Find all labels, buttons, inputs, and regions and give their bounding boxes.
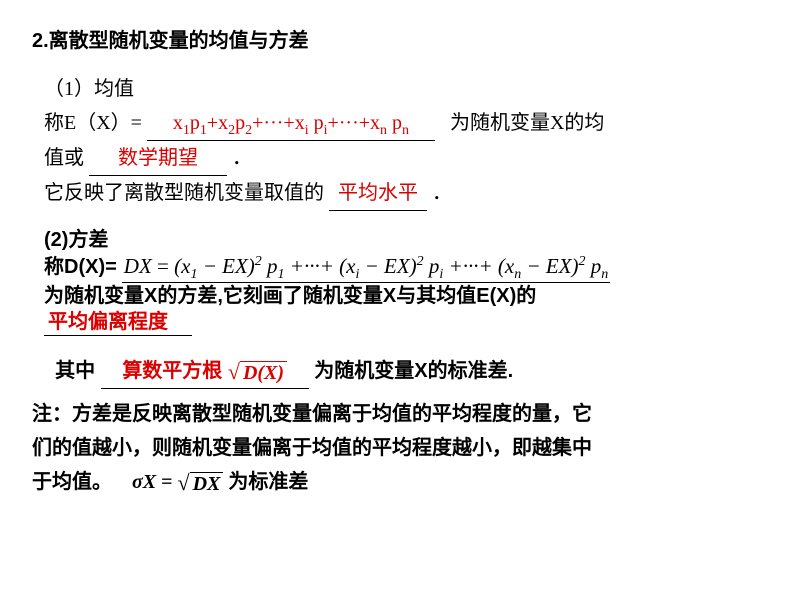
blank-deviation: 平均偏离程度	[44, 309, 192, 336]
note-l3: 于均值。 σX = √DX 为标准差	[32, 465, 768, 499]
section-title: 2.离散型随机变量的均值与方差	[32, 24, 768, 58]
dx-formula-blank: DX = (x1 − EX)2 p1 +···+ (xi − EX)2 pi +…	[122, 253, 611, 283]
blank-sqrt: 算数平方根 √D(X)	[101, 354, 309, 389]
note-block: 注：方差是反映离散型随机变量偏离于均值的平均程度的量，它 们的值越小，则随机变量…	[32, 397, 768, 499]
ex-prefix: 称E（X）=	[44, 112, 142, 134]
t: 它反映了离散型随机变量取值的	[44, 182, 324, 204]
note-l1: 注：方差是反映离散型随机变量偏离于均值的平均程度的量，它	[32, 397, 768, 431]
eq: =	[161, 471, 177, 493]
sqrt-icon: √DX	[178, 472, 224, 495]
stddev-line: 其中 算数平方根 √D(X) 为随机变量X的标准差.	[44, 354, 768, 389]
ex-suffix: 为随机变量X的均	[450, 112, 604, 134]
variance-heading: (2)方差	[44, 229, 108, 251]
blank-expectation: 数学期望	[89, 141, 227, 176]
note-l2: 们的值越小，则随机变量偏离于均值的平均程度越小，即越集中	[32, 431, 768, 465]
tail: 为标准差	[228, 471, 308, 493]
variance-line2: 为随机变量X的方差,它刻画了随机变量X与其均值E(X)的	[44, 283, 768, 309]
ex-formula-blank: x1p1+x2p2+···+xi pi+···+xn pn	[147, 106, 435, 141]
stddev-suffix: 为随机变量X的标准差.	[314, 360, 513, 382]
stddev-prefix: 其中	[55, 360, 95, 382]
sigma: σX	[132, 471, 156, 493]
ex-line: 称E（X）= x1p1+x2p2+···+xi pi+···+xn pn 为随机…	[44, 106, 768, 141]
t: ．	[432, 182, 452, 204]
variance-blank-row: 平均偏离程度	[44, 309, 768, 336]
mean-heading: （1）均值	[44, 72, 768, 106]
t: 于均值。	[32, 471, 112, 493]
dx-prefix: 称D(X)=	[44, 256, 117, 278]
subsection-mean: （1）均值 称E（X）= x1p1+x2p2+···+xi pi+···+xn …	[44, 72, 768, 211]
subsection-variance: (2)方差 称D(X)= DX = (x1 − EX)2 p1 +···+ (x…	[44, 227, 768, 336]
sqrt-icon: √D(X)	[228, 361, 287, 384]
variance-line1: (2)方差 称D(X)= DX = (x1 − EX)2 p1 +···+ (x…	[44, 227, 768, 283]
t: 值或	[44, 147, 84, 169]
sqrt-label: 算数平方根	[122, 360, 222, 382]
blank-avg-level: 平均水平	[329, 176, 427, 211]
sqrt-body: DX	[190, 472, 224, 495]
ex-line3: 它反映了离散型随机变量取值的 平均水平 ．	[44, 176, 768, 211]
sqrt-body: D(X)	[240, 361, 287, 384]
ex-line2: 值或 数学期望 ．	[44, 141, 768, 176]
t: ．	[232, 147, 252, 169]
